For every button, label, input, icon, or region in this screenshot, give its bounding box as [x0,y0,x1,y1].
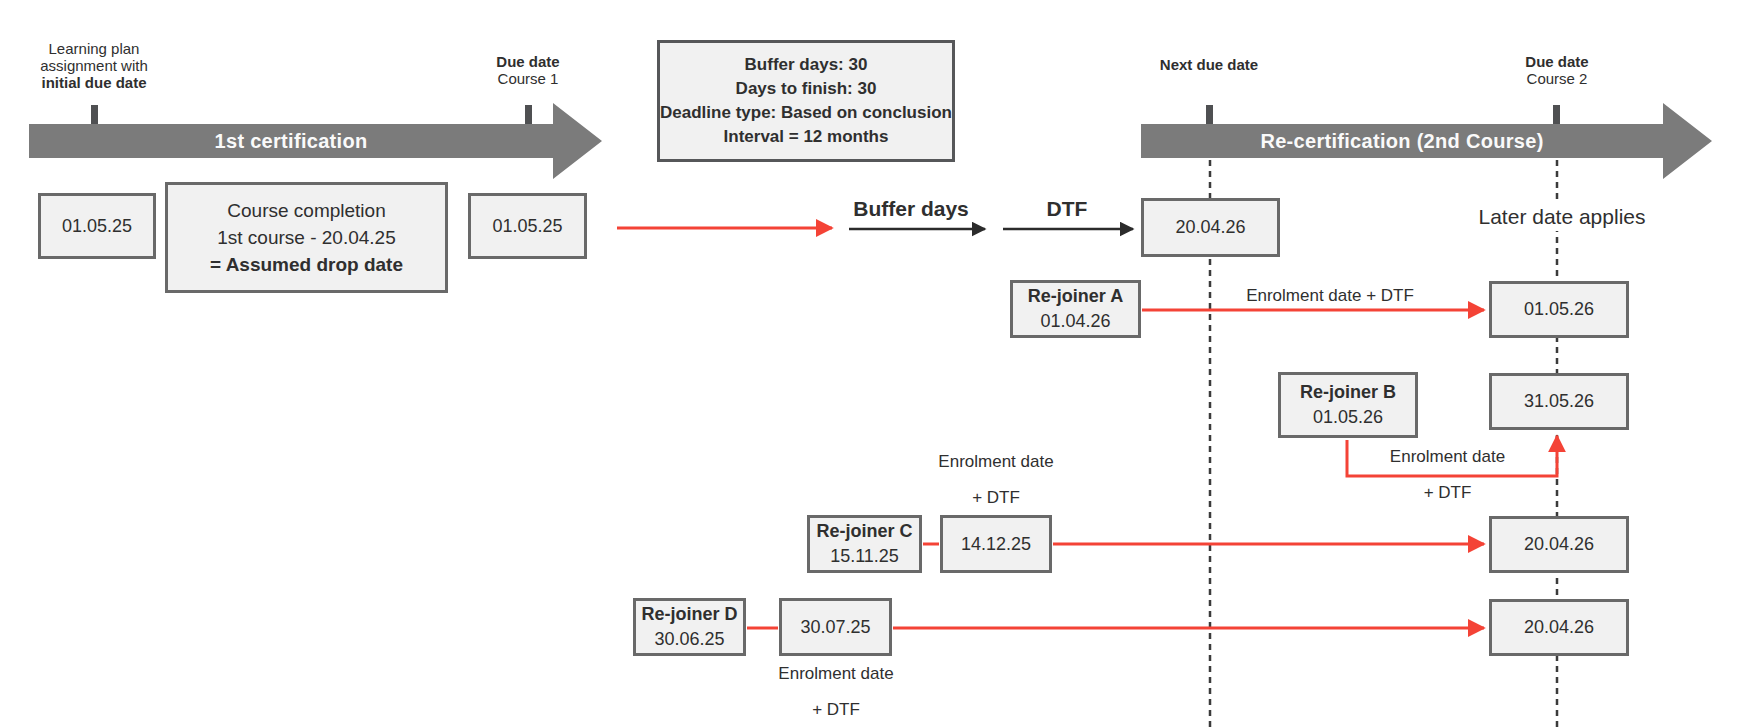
rejoiner-c-date: 15.11.25 [830,544,899,569]
rejoiner-d-arrow-label-line1: Enrolment date [743,664,929,684]
certification-settings-box: Buffer days: 30 Days to finish: 30 Deadl… [657,40,955,162]
buffer-days-arrow-label: Buffer days [836,197,986,221]
assignment-label-line1: Learning plan [14,40,174,57]
first-certification-arrow-label: 1st certification [29,124,553,158]
settings-line4: Interval = 12 months [724,125,889,149]
rejoiner-a-result-box: 01.05.26 [1489,281,1629,338]
settings-line2: Days to finish: 30 [736,77,877,101]
course2-due-tick [1553,105,1560,124]
dtf-arrow-label: DTF [1002,197,1132,221]
course2-due-label-line2: Course 2 [1487,70,1627,87]
rejoiner-b-arrow-label-line1: Enrolment date [1365,447,1530,467]
course2-due-label-line1: Due date [1487,53,1627,70]
recertification-arrow-label: Re-certification (2nd Course) [1141,124,1663,158]
rejoiner-c-arrow-label-line1: Enrolment date [903,452,1089,472]
rejoiner-d-date: 30.06.25 [654,627,724,652]
rejoiner-c-arrow-label-line2: + DTF [903,488,1089,508]
rejoiner-d-box: Re-joiner D 30.06.25 [633,598,746,656]
rejoiner-a-arrow-label: Enrolment date + DTF [1230,286,1430,306]
assignment-tick [91,105,98,124]
course1-due-label-line1: Due date [458,53,598,70]
later-date-applies-note: Later date applies [1462,203,1662,231]
assignment-label: Learning plan assignment with initial du… [14,40,174,91]
next-due-date-box: 20.04.26 [1141,198,1280,257]
rejoiner-b-name: Re-joiner B [1300,380,1396,405]
rejoiner-a-date: 01.04.26 [1040,309,1110,334]
rejoiner-d-name: Re-joiner D [641,602,737,627]
assignment-label-line2: assignment with [14,57,174,74]
rejoiner-a-box: Re-joiner A 01.04.26 [1010,280,1141,338]
rejoiner-c-name: Re-joiner C [816,519,912,544]
rejoiner-d-arrow-label-line2: + DTF [743,700,929,720]
course1-due-label-line2: Course 1 [458,70,598,87]
course1-due-tick [525,105,532,124]
assignment-label-line3: initial due date [14,74,174,91]
rejoiner-b-box: Re-joiner B 01.05.26 [1278,372,1418,438]
rejoiner-b-date: 01.05.26 [1313,405,1383,430]
settings-line3: Deadline type: Based on conclusion [660,101,952,125]
course-completion-box: Course completion 1st course - 20.04.25 … [165,182,448,293]
course2-due-label: Due date Course 2 [1487,53,1627,87]
rejoiner-a-name: Re-joiner A [1028,284,1123,309]
rejoiner-c-box: Re-joiner C 15.11.25 [807,515,922,573]
certification-timeline-diagram: Learning plan assignment with initial du… [0,0,1750,727]
next-due-date-label: Next due date [1139,56,1279,73]
assignment-date-box: 01.05.25 [38,193,156,259]
rejoiner-c-dtf-date-box: 14.12.25 [940,515,1052,573]
rejoiner-d-result-box: 20.04.26 [1489,599,1629,656]
course1-due-label: Due date Course 1 [458,53,598,87]
rejoiner-d-dtf-date-box: 30.07.25 [779,598,892,656]
course-completion-line3: = Assumed drop date [210,251,403,278]
course1-due-date-box: 01.05.25 [468,193,587,259]
settings-line1: Buffer days: 30 [745,53,868,77]
course-completion-line1: Course completion [227,197,385,224]
rejoiner-b-arrow-label-line2: + DTF [1365,483,1530,503]
rejoiner-b-result-box: 31.05.26 [1489,373,1629,430]
next-due-tick [1206,105,1213,124]
course-completion-line2: 1st course - 20.04.25 [217,224,396,251]
rejoiner-c-result-box: 20.04.26 [1489,516,1629,573]
